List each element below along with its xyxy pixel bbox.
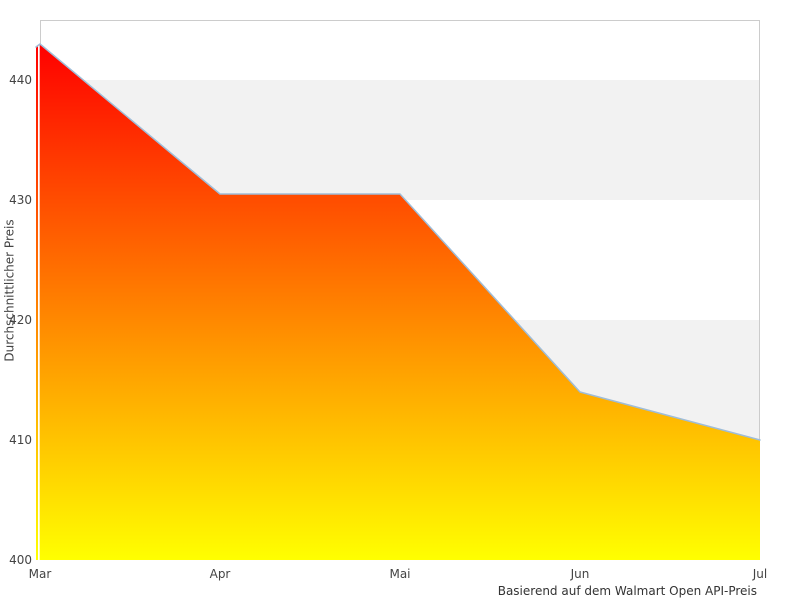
axis-cover-line bbox=[38, 45, 40, 560]
price-area bbox=[36, 44, 760, 560]
y-axis-title: Durchschnittlicher Preis bbox=[2, 219, 17, 362]
price-line bbox=[35, 43, 761, 441]
y-tick-label: 410 bbox=[9, 433, 32, 447]
y-tick-label: 400 bbox=[9, 553, 32, 567]
x-tick-label: Jul bbox=[752, 567, 768, 581]
y-tick-label: 420 bbox=[9, 313, 32, 327]
x-tick-label: Mai bbox=[389, 567, 411, 581]
x-tick-label: Apr bbox=[209, 567, 231, 581]
x-tick-label: Jun bbox=[570, 567, 590, 581]
y-tick-label: 430 bbox=[9, 193, 32, 207]
chart-caption: Basierend auf dem Walmart Open API-Preis bbox=[497, 584, 757, 598]
x-tick-label: Mar bbox=[28, 567, 52, 581]
y-tick-label: 440 bbox=[9, 73, 32, 87]
